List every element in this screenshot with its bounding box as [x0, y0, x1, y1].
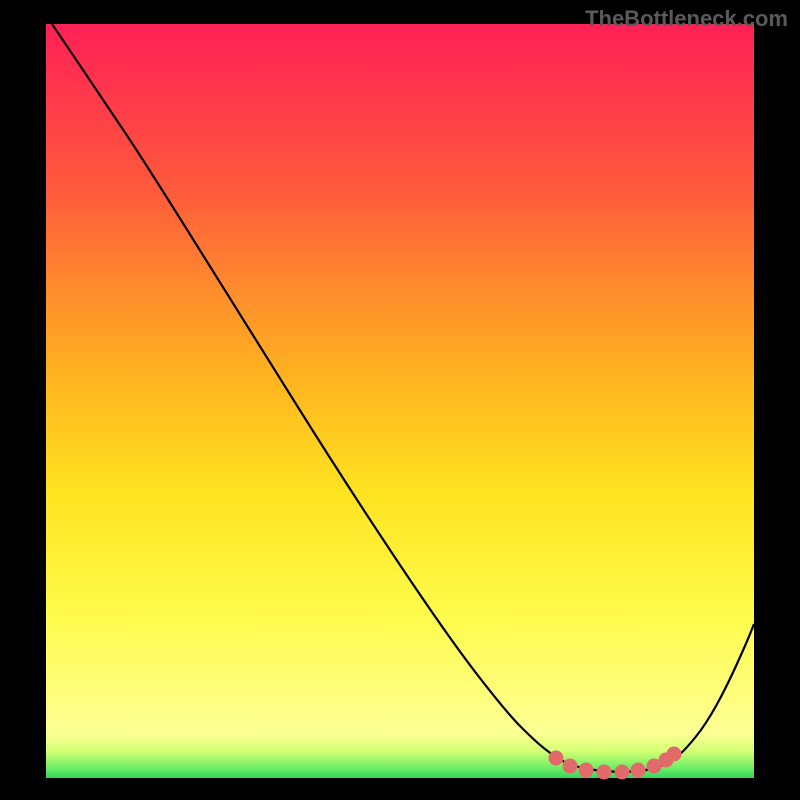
- optimal-zone-dots: [46, 24, 754, 778]
- optimal-dot: [549, 751, 564, 766]
- optimal-dot: [563, 759, 578, 774]
- watermark-text: TheBottleneck.com: [585, 6, 788, 32]
- optimal-dot: [631, 763, 646, 778]
- plot-area: [46, 24, 754, 778]
- optimal-dot: [615, 765, 630, 780]
- optimal-dot: [579, 763, 594, 778]
- optimal-dot: [667, 747, 682, 762]
- optimal-dot: [597, 765, 612, 780]
- chart-frame: TheBottleneck.com: [0, 0, 800, 800]
